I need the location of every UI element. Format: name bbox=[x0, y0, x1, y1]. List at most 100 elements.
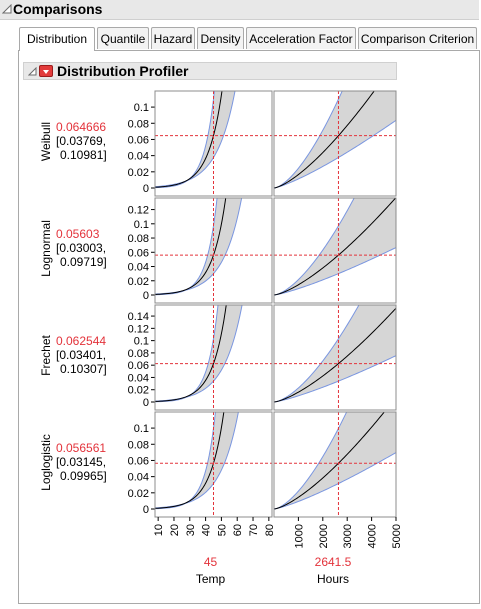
y-tick-label: 0.12 bbox=[128, 323, 149, 335]
y-tick-label: 0.1 bbox=[134, 102, 149, 114]
x-tick-label: 60 bbox=[232, 524, 244, 536]
tab-comparison-criterion[interactable]: Comparison Criterion bbox=[358, 27, 477, 49]
y-tick-label: 0.02 bbox=[128, 276, 149, 288]
prediction-curve bbox=[155, 91, 223, 188]
ci-upper-line bbox=[274, 305, 360, 403]
ci-lower-line bbox=[274, 247, 396, 296]
temp-axis-label: Temp bbox=[196, 572, 226, 586]
y-tick-label: 0.06 bbox=[128, 134, 149, 146]
x-tick-label: 70 bbox=[248, 524, 260, 536]
hours-axis-label: Hours bbox=[317, 572, 349, 586]
temp-curves bbox=[155, 91, 272, 196]
x-tick-label: 5000 bbox=[391, 524, 403, 548]
comparisons-header[interactable]: Comparisons bbox=[0, 0, 479, 20]
hours-curves bbox=[274, 198, 396, 303]
y-tick-label: 0.08 bbox=[128, 118, 149, 130]
hours-curves bbox=[274, 305, 396, 410]
x-tick-label: 4000 bbox=[367, 524, 379, 548]
ci-lower: [0.03145, bbox=[56, 455, 106, 469]
y-tick-label: 0.04 bbox=[128, 262, 149, 274]
y-tick-label: 0.02 bbox=[128, 488, 149, 500]
predicted-value: 0.05603 bbox=[56, 227, 100, 241]
y-tick-label: 0.08 bbox=[128, 233, 149, 245]
profiler-title: Distribution Profiler bbox=[57, 63, 189, 79]
hours-curves bbox=[274, 412, 396, 517]
prediction-curve bbox=[274, 91, 375, 189]
temp-curves bbox=[155, 412, 272, 517]
prediction-curve bbox=[274, 412, 385, 510]
temp-curves bbox=[155, 198, 272, 303]
confidence-band bbox=[274, 305, 396, 402]
prediction-curve bbox=[155, 305, 227, 402]
y-tick-label: 0 bbox=[143, 290, 149, 302]
ci-upper: 0.10981] bbox=[60, 148, 107, 162]
y-tick-label: 0.1 bbox=[134, 423, 149, 435]
ci-upper-line bbox=[155, 91, 215, 189]
y-tick-label: 0 bbox=[143, 183, 149, 195]
row-label: Lognormal bbox=[39, 220, 53, 277]
y-tick-label: 0.04 bbox=[128, 151, 149, 163]
confidence-band bbox=[155, 305, 243, 402]
y-tick-label: 0.08 bbox=[128, 348, 149, 360]
red-triangle-menu-icon[interactable] bbox=[39, 65, 53, 77]
y-tick-label: 0.08 bbox=[128, 439, 149, 451]
x-tick-label: 2000 bbox=[318, 524, 330, 548]
row-label: Loglogistic bbox=[39, 434, 53, 491]
row-label: Frechet bbox=[39, 334, 53, 375]
tab-quantile[interactable]: Quantile bbox=[97, 27, 149, 49]
y-tick-label: 0 bbox=[143, 504, 149, 516]
x-tick-label: 10 bbox=[153, 524, 165, 536]
temp-panel bbox=[154, 90, 273, 197]
prediction-curve bbox=[274, 307, 396, 403]
distribution-tab-panel bbox=[18, 50, 480, 604]
ci-upper-line bbox=[274, 198, 355, 296]
disclosure-triangle-icon[interactable] bbox=[2, 4, 12, 14]
temp-panel bbox=[154, 197, 273, 304]
profiler-header[interactable]: Distribution Profiler bbox=[23, 62, 397, 80]
y-tick-label: 0.06 bbox=[128, 247, 149, 259]
hours-current-value: 2641.5 bbox=[315, 555, 352, 569]
x-tick-label: 3000 bbox=[342, 524, 354, 548]
temp-panel bbox=[154, 411, 273, 518]
plot-frame bbox=[273, 411, 397, 518]
y-tick-label: 0.02 bbox=[128, 385, 149, 397]
y-tick-label: 0 bbox=[143, 397, 149, 409]
x-tick-label: 50 bbox=[216, 524, 228, 536]
ci-lower: [0.03769, bbox=[56, 134, 106, 148]
disclosure-triangle-icon[interactable] bbox=[28, 67, 37, 76]
confidence-band bbox=[155, 91, 236, 188]
ci-lower: [0.03003, bbox=[56, 241, 106, 255]
ci-upper-line bbox=[155, 305, 219, 403]
y-tick-label: 0.14 bbox=[128, 311, 149, 323]
plot-frame bbox=[154, 411, 273, 518]
x-tick-label: 1000 bbox=[293, 524, 305, 548]
plot-frame bbox=[273, 304, 397, 411]
plot-frame bbox=[154, 197, 273, 304]
plot-frame bbox=[154, 304, 273, 411]
predicted-value: 0.064666 bbox=[56, 120, 106, 134]
prediction-curve bbox=[274, 198, 396, 296]
confidence-band bbox=[274, 412, 396, 509]
y-tick-label: 0.04 bbox=[128, 372, 149, 384]
y-tick-label: 0.04 bbox=[128, 472, 149, 484]
temp-panel bbox=[154, 304, 273, 411]
hours-panel bbox=[273, 197, 397, 304]
ci-lower-line bbox=[274, 119, 396, 189]
confidence-band bbox=[274, 198, 396, 295]
section-title: Comparisons bbox=[13, 1, 103, 17]
tab-distribution[interactable]: Distribution bbox=[19, 27, 95, 51]
predicted-value: 0.056561 bbox=[56, 441, 106, 455]
ci-upper: 0.10307] bbox=[60, 362, 107, 376]
hours-panel bbox=[273, 304, 397, 411]
tab-density[interactable]: Density bbox=[197, 27, 244, 49]
hours-curves bbox=[274, 91, 396, 196]
y-tick-label: 0.06 bbox=[128, 360, 149, 372]
x-tick-label: 20 bbox=[169, 524, 181, 536]
x-tick-label: 40 bbox=[201, 524, 213, 536]
tab-acceleration-factor[interactable]: Acceleration Factor bbox=[246, 27, 356, 49]
tab-hazard[interactable]: Hazard bbox=[151, 27, 195, 49]
row-label: Weibull bbox=[39, 122, 53, 161]
plot-frame bbox=[273, 90, 397, 197]
y-tick-label: 0.1 bbox=[134, 336, 149, 348]
